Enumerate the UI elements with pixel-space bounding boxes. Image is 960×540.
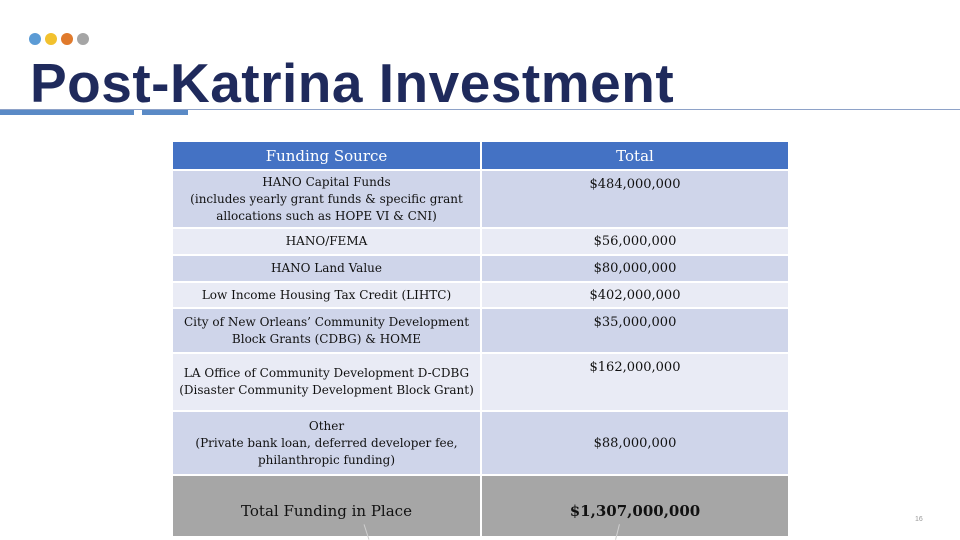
- table-row: City of New Orleans’ Community Developme…: [171, 307, 790, 354]
- funding-source-name: HANO Capital Funds (includes yearly gran…: [190, 174, 463, 223]
- header-dots: [29, 33, 89, 45]
- column-header-funding-source: Funding Source: [171, 140, 482, 171]
- funding-total-cell: $402,000,000: [480, 281, 790, 309]
- dot-yellow-icon: [45, 33, 57, 45]
- table-header-row: Funding Source Total: [171, 140, 790, 171]
- table-row: HANO Land Value $80,000,000: [171, 254, 790, 283]
- funding-source-cell: HANO Capital Funds (includes yearly gran…: [171, 169, 482, 229]
- funding-total-cell: $162,000,000: [480, 352, 790, 412]
- total-row: Total Funding in Place $1,307,000,000: [171, 474, 790, 538]
- funding-source-cell: City of New Orleans’ Community Developme…: [171, 307, 482, 354]
- funding-table: Funding Source Total HANO Capital Funds …: [171, 140, 790, 538]
- table-row: Other (Private bank loan, deferred devel…: [171, 410, 790, 476]
- funding-source-cell: HANO/FEMA: [171, 227, 482, 256]
- total-amount-cell: $1,307,000,000: [480, 474, 790, 538]
- title-underline-accent-short: [142, 110, 188, 115]
- funding-source-cell: HANO Land Value: [171, 254, 482, 283]
- table-row: LA Office of Community Development D-CDB…: [171, 352, 790, 412]
- dot-orange-icon: [61, 33, 73, 45]
- funding-total-cell: $35,000,000: [480, 307, 790, 354]
- funding-source-cell: Other (Private bank loan, deferred devel…: [171, 410, 482, 476]
- table-row: Low Income Housing Tax Credit (LIHTC) $4…: [171, 281, 790, 309]
- funding-total-cell: $88,000,000: [480, 410, 790, 476]
- page-number: 16: [915, 516, 923, 523]
- page-title: Post-Katrina Investment: [30, 52, 675, 114]
- funding-total-cell: $80,000,000: [480, 254, 790, 283]
- table-row: HANO/FEMA $56,000,000: [171, 227, 790, 256]
- funding-source-cell: Low Income Housing Tax Credit (LIHTC): [171, 281, 482, 309]
- column-header-total: Total: [480, 140, 790, 171]
- total-label-cell: Total Funding in Place: [171, 474, 482, 538]
- dot-blue-icon: [29, 33, 41, 45]
- funding-total-cell: $484,000,000: [480, 169, 790, 229]
- funding-total-cell: $56,000,000: [480, 227, 790, 256]
- dot-gray-icon: [77, 33, 89, 45]
- title-underline-accent: [0, 110, 134, 115]
- title-underline-thin: [0, 109, 960, 110]
- table-row: HANO Capital Funds (includes yearly gran…: [171, 169, 790, 229]
- funding-source-cell: LA Office of Community Development D-CDB…: [171, 352, 482, 412]
- funding-source-name: Other (Private bank loan, deferred devel…: [195, 418, 458, 467]
